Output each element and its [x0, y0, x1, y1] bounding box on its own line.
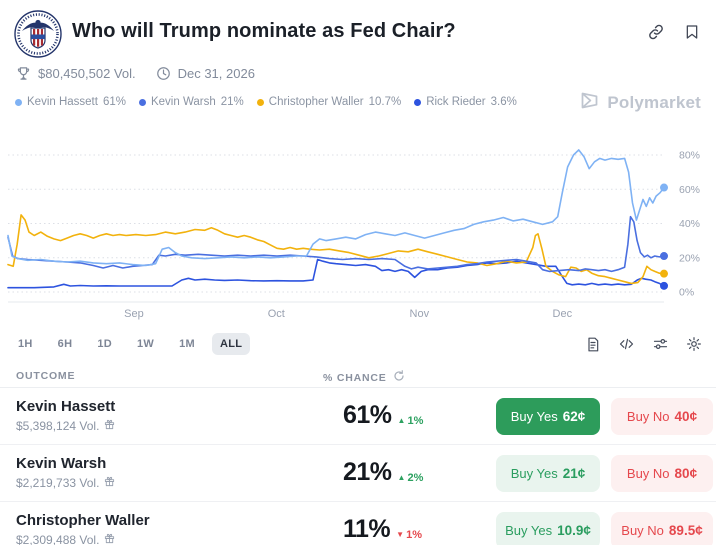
table-header: OUTCOME % CHANCE: [0, 368, 716, 388]
end-date: Dec 31, 2026: [177, 66, 255, 81]
buy-yes-button[interactable]: Buy Yes 21¢: [496, 455, 600, 492]
polymarket-watermark: Polymarket: [579, 90, 701, 116]
legend-item-kevin-hassett[interactable]: Kevin Hassett 61%: [15, 96, 126, 108]
gift-rewards-icon[interactable]: [104, 476, 115, 490]
market-image-fed-seal: [14, 10, 62, 58]
chance-value: 61%: [343, 401, 392, 429]
range-6h-button[interactable]: 6H: [50, 333, 81, 355]
chance-change: ▼ 1%: [396, 528, 422, 541]
gift-rewards-icon[interactable]: [104, 419, 115, 433]
polymarket-logo-icon: [579, 90, 600, 116]
page-title: Who will Trump nominate as Fed Chair?: [72, 20, 456, 42]
legend-item-rick-rieder[interactable]: Rick Rieder 3.6%: [414, 96, 517, 108]
svg-text:Oct: Oct: [268, 308, 285, 320]
buy-yes-button[interactable]: Buy Yes 10.9¢: [496, 512, 600, 545]
clock-icon: [156, 66, 171, 81]
series-dot-kevin-warsh: [138, 98, 146, 106]
svg-text:Sep: Sep: [124, 308, 144, 320]
svg-text:60%: 60%: [679, 184, 700, 196]
volume-value: $80,450,502 Vol.: [38, 66, 136, 81]
outcome-volume: $2,219,733 Vol.: [16, 476, 100, 490]
embed-code-icon[interactable]: [618, 336, 635, 352]
column-chance: % CHANCE: [323, 371, 387, 384]
svg-text:40%: 40%: [679, 218, 700, 230]
buy-no-button[interactable]: Buy No 89.5¢: [611, 512, 713, 545]
chart-legend: Kevin Hassett 61% Kevin Warsh 21% Christop…: [15, 96, 517, 108]
series-dot-christopher-waller: [256, 98, 264, 106]
chance-value: 21%: [343, 458, 392, 486]
refresh-icon[interactable]: [393, 370, 405, 385]
range-1h-button[interactable]: 1H: [10, 333, 41, 355]
sliders-filter-icon[interactable]: [652, 336, 669, 352]
buy-no-button[interactable]: Buy No 40¢: [611, 398, 713, 435]
series-dot-rick-rieder: [414, 98, 422, 106]
legend-item-kevin-warsh[interactable]: Kevin Warsh 21%: [138, 96, 244, 108]
range-1w-button[interactable]: 1W: [129, 333, 162, 355]
table-row: Kevin Warsh $2,219,733 Vol. 21% ▲ 2% Buy …: [0, 445, 716, 502]
column-outcome: OUTCOME: [16, 370, 76, 382]
svg-text:Nov: Nov: [410, 308, 430, 320]
probability-chart[interactable]: 0% 20% 40% 60% 80% Sep Oct Nov Dec: [0, 125, 716, 322]
outcome-volume: $5,398,124 Vol.: [16, 419, 100, 433]
chance-value: 11%: [343, 515, 391, 543]
copy-link-icon[interactable]: [647, 23, 665, 41]
svg-text:Dec: Dec: [553, 308, 573, 320]
range-1d-button[interactable]: 1D: [89, 333, 120, 355]
outcome-name: Kevin Hassett: [16, 398, 116, 415]
buy-yes-button[interactable]: Buy Yes 62¢: [496, 398, 600, 435]
outcome-name: Christopher Waller: [16, 512, 150, 529]
outcome-volume: $2,309,488 Vol.: [16, 533, 100, 545]
table-row: Kevin Hassett $5,398,124 Vol. 61% ▲ 1% Bu…: [0, 388, 716, 445]
buy-no-button[interactable]: Buy No 80¢: [611, 455, 713, 492]
svg-text:20%: 20%: [679, 252, 700, 264]
outcome-name: Kevin Warsh: [16, 455, 107, 472]
gift-rewards-icon[interactable]: [104, 533, 115, 545]
svg-text:80%: 80%: [679, 150, 700, 162]
chance-change: ▲ 1%: [397, 414, 424, 427]
range-1m-button[interactable]: 1M: [171, 333, 203, 355]
chance-change: ▲ 2%: [397, 471, 424, 484]
trophy-volume-icon: [16, 66, 31, 81]
range-all-button[interactable]: ALL: [212, 333, 251, 355]
polymarket-wordmark: Polymarket: [607, 93, 701, 112]
series-dot-kevin-hassett: [15, 98, 22, 106]
svg-text:0%: 0%: [679, 287, 694, 299]
bookmark-icon[interactable]: [684, 23, 700, 41]
settings-gear-icon[interactable]: [686, 336, 702, 352]
legend-item-christopher-waller[interactable]: Christopher Waller 10.7%: [256, 96, 401, 108]
table-row: Christopher Waller $2,309,488 Vol. 11% ▼…: [0, 502, 716, 545]
news-doc-icon[interactable]: [585, 336, 601, 353]
